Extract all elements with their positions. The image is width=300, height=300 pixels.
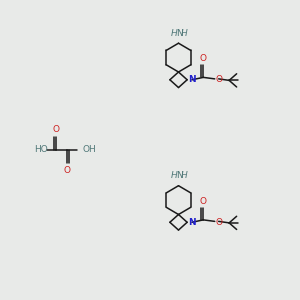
Text: OH: OH — [82, 146, 96, 154]
Text: H: H — [181, 29, 187, 38]
Text: N: N — [188, 218, 195, 227]
Text: O: O — [216, 218, 223, 227]
Text: O: O — [216, 75, 223, 84]
Text: H: H — [181, 171, 187, 180]
Text: N: N — [176, 171, 183, 180]
Text: N: N — [188, 75, 195, 84]
Text: O: O — [200, 54, 207, 63]
Text: HO: HO — [34, 146, 48, 154]
Text: H: H — [171, 29, 178, 38]
Text: O: O — [200, 197, 207, 206]
Text: N: N — [176, 29, 183, 38]
Text: O: O — [63, 166, 70, 175]
Text: O: O — [53, 125, 60, 134]
Text: H: H — [171, 171, 178, 180]
